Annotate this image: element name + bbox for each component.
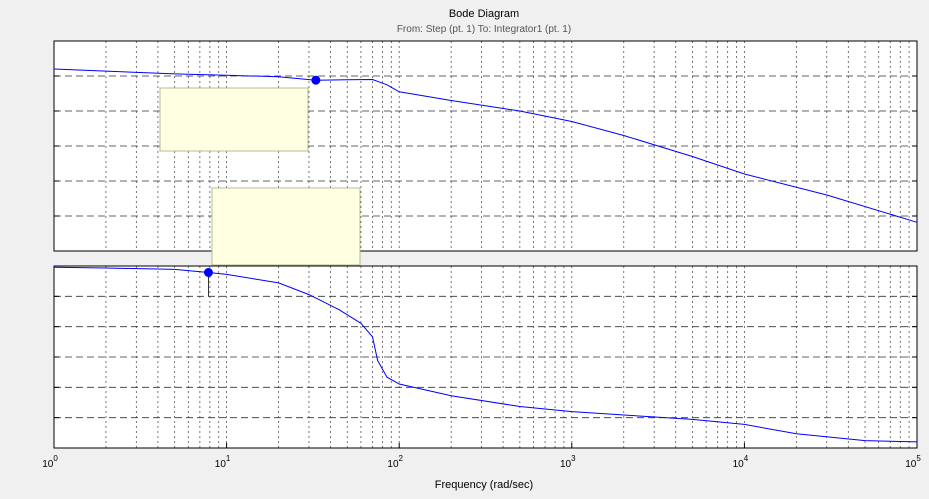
x-tick-label: 104 (733, 454, 749, 470)
panel-magnitude (53, 40, 918, 252)
x-tick-label: 102 (387, 454, 403, 470)
panel-phase (53, 187, 918, 449)
plot-frame (53, 40, 918, 252)
x-axis-label: Frequency (rad/sec) (435, 479, 533, 491)
data-tip (211, 187, 361, 266)
data-tip-box (211, 187, 361, 266)
series-line (53, 266, 918, 443)
x-tick-label: 105 (905, 454, 921, 470)
data-marker (203, 268, 213, 278)
plot-area: 100 101 102 103 104 105 (42, 40, 921, 470)
plot-frame (53, 265, 918, 449)
x-tick-label: 100 (42, 454, 58, 470)
chart-subtitle: From: Step (pt. 1) To: Integrator1 (pt. … (397, 24, 571, 35)
chart-title: Bode Diagram (449, 8, 519, 20)
series-line (53, 68, 918, 223)
x-tick-label: 103 (560, 454, 576, 470)
data-tip (159, 87, 309, 152)
x-tick-label: 101 (215, 454, 231, 470)
data-tip-box (159, 87, 309, 152)
data-marker (311, 75, 321, 85)
